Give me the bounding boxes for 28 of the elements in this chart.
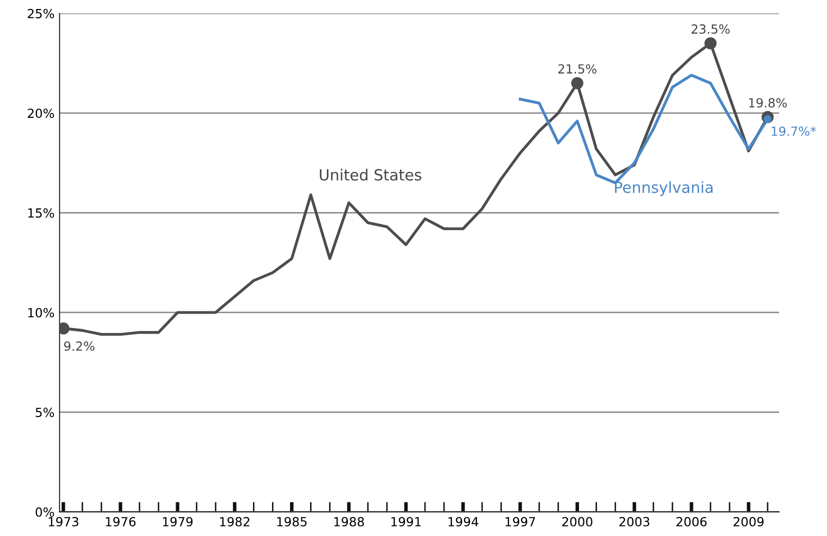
annotation: 21.5% xyxy=(558,64,596,74)
x-tick-label: 1985 xyxy=(277,516,307,526)
x-tick-label: 2000 xyxy=(562,516,592,526)
x-tick-label: 1988 xyxy=(334,516,364,526)
x-tick-label: 2009 xyxy=(734,516,764,526)
x-tick-label: 2006 xyxy=(676,516,707,526)
annotation: 9.2% xyxy=(64,341,94,351)
point xyxy=(571,77,584,90)
point xyxy=(704,37,717,50)
y-tick-label: 0% xyxy=(36,507,54,517)
y-tick-label: 5% xyxy=(36,408,54,418)
x-tick-label: 1973 xyxy=(48,516,78,526)
annotation: 19.7%* xyxy=(772,126,816,136)
x-tick-label: 1979 xyxy=(163,516,193,526)
x-tick-label: 1982 xyxy=(220,516,250,526)
annotation: 19.8% xyxy=(749,98,787,108)
x-tick-label: 1976 xyxy=(106,516,136,526)
y-tick-label: 15% xyxy=(28,208,54,218)
series-label: United States xyxy=(320,168,422,181)
y-tick-label: 20% xyxy=(28,108,54,118)
series-label: Pennsylvania xyxy=(615,181,713,196)
y-tick-label: 25% xyxy=(28,8,54,18)
annotation: 23.5% xyxy=(692,24,730,34)
y-tick-label: 10% xyxy=(28,308,54,318)
x-tick-label: 1994 xyxy=(448,516,478,526)
x-tick-label: 1997 xyxy=(506,516,536,526)
x-tick-label: 2003 xyxy=(619,516,650,526)
x-tick-label: 1991 xyxy=(391,516,421,526)
